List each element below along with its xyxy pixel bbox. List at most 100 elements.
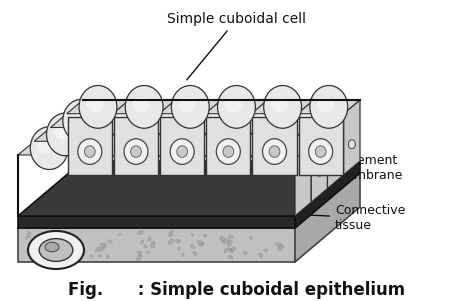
Polygon shape: [299, 117, 343, 175]
Polygon shape: [203, 141, 265, 155]
Ellipse shape: [63, 99, 100, 142]
Ellipse shape: [109, 99, 147, 142]
Ellipse shape: [95, 247, 101, 252]
Ellipse shape: [99, 255, 100, 258]
Polygon shape: [249, 141, 311, 155]
Ellipse shape: [32, 243, 36, 247]
Ellipse shape: [148, 237, 151, 241]
Ellipse shape: [285, 125, 302, 140]
Polygon shape: [18, 173, 360, 228]
Polygon shape: [97, 114, 159, 128]
Ellipse shape: [39, 239, 73, 261]
Ellipse shape: [118, 233, 121, 235]
Ellipse shape: [146, 125, 164, 140]
Polygon shape: [81, 128, 143, 141]
Ellipse shape: [59, 245, 62, 248]
Ellipse shape: [45, 242, 59, 252]
Ellipse shape: [269, 146, 280, 157]
Ellipse shape: [259, 253, 263, 258]
Text: Simple cuboidal cell: Simple cuboidal cell: [167, 12, 307, 80]
Ellipse shape: [223, 146, 234, 157]
Ellipse shape: [227, 240, 232, 247]
Ellipse shape: [70, 111, 87, 126]
Text: Fig.      : Simple cuboidal epithelium: Fig. : Simple cuboidal epithelium: [68, 281, 406, 299]
Ellipse shape: [301, 111, 318, 126]
Ellipse shape: [46, 253, 51, 257]
Ellipse shape: [124, 139, 148, 164]
Ellipse shape: [310, 85, 348, 128]
Ellipse shape: [203, 234, 207, 237]
Polygon shape: [110, 141, 173, 155]
Ellipse shape: [216, 139, 240, 164]
Ellipse shape: [133, 98, 150, 112]
Ellipse shape: [46, 113, 84, 156]
Ellipse shape: [222, 239, 229, 244]
Polygon shape: [113, 100, 175, 114]
Ellipse shape: [293, 99, 331, 142]
Ellipse shape: [193, 251, 197, 255]
Ellipse shape: [238, 125, 255, 140]
Ellipse shape: [176, 139, 193, 154]
Ellipse shape: [103, 246, 107, 248]
Ellipse shape: [230, 247, 236, 252]
Ellipse shape: [315, 146, 326, 157]
Polygon shape: [18, 161, 360, 216]
Ellipse shape: [224, 248, 227, 253]
Ellipse shape: [139, 113, 177, 156]
Polygon shape: [206, 117, 250, 175]
Ellipse shape: [155, 99, 193, 142]
Ellipse shape: [100, 243, 106, 247]
Ellipse shape: [54, 125, 71, 140]
Polygon shape: [251, 100, 314, 114]
Ellipse shape: [50, 255, 54, 257]
Ellipse shape: [78, 139, 102, 164]
Ellipse shape: [278, 245, 284, 250]
Ellipse shape: [169, 231, 173, 237]
Ellipse shape: [169, 127, 207, 169]
Ellipse shape: [137, 230, 144, 235]
Ellipse shape: [309, 139, 333, 164]
Ellipse shape: [131, 146, 141, 157]
Ellipse shape: [172, 85, 209, 128]
Ellipse shape: [163, 111, 180, 126]
Ellipse shape: [178, 247, 180, 250]
Polygon shape: [34, 128, 97, 141]
Ellipse shape: [86, 98, 103, 112]
Ellipse shape: [209, 111, 226, 126]
Polygon shape: [143, 114, 205, 128]
Ellipse shape: [225, 98, 242, 112]
Ellipse shape: [61, 248, 67, 252]
Ellipse shape: [49, 246, 53, 248]
Ellipse shape: [264, 85, 301, 128]
Ellipse shape: [137, 255, 142, 261]
Polygon shape: [189, 114, 251, 128]
Ellipse shape: [38, 139, 55, 154]
Ellipse shape: [264, 249, 268, 251]
Polygon shape: [235, 114, 298, 128]
Ellipse shape: [276, 243, 282, 247]
Ellipse shape: [100, 125, 117, 140]
Polygon shape: [159, 100, 221, 114]
Ellipse shape: [218, 85, 255, 128]
Polygon shape: [18, 216, 295, 228]
Ellipse shape: [26, 236, 28, 240]
Ellipse shape: [269, 139, 285, 154]
Ellipse shape: [197, 240, 203, 245]
Ellipse shape: [46, 255, 51, 260]
Ellipse shape: [231, 113, 269, 156]
Ellipse shape: [168, 239, 174, 244]
Ellipse shape: [116, 111, 133, 126]
Ellipse shape: [30, 127, 68, 169]
Ellipse shape: [228, 256, 233, 259]
Polygon shape: [265, 128, 328, 141]
Ellipse shape: [185, 113, 223, 156]
Polygon shape: [344, 100, 360, 175]
Ellipse shape: [175, 239, 181, 243]
Ellipse shape: [201, 99, 239, 142]
Ellipse shape: [229, 249, 233, 253]
Ellipse shape: [28, 231, 84, 269]
Ellipse shape: [55, 232, 60, 239]
Ellipse shape: [191, 233, 193, 237]
Ellipse shape: [30, 241, 33, 245]
Ellipse shape: [277, 113, 315, 156]
